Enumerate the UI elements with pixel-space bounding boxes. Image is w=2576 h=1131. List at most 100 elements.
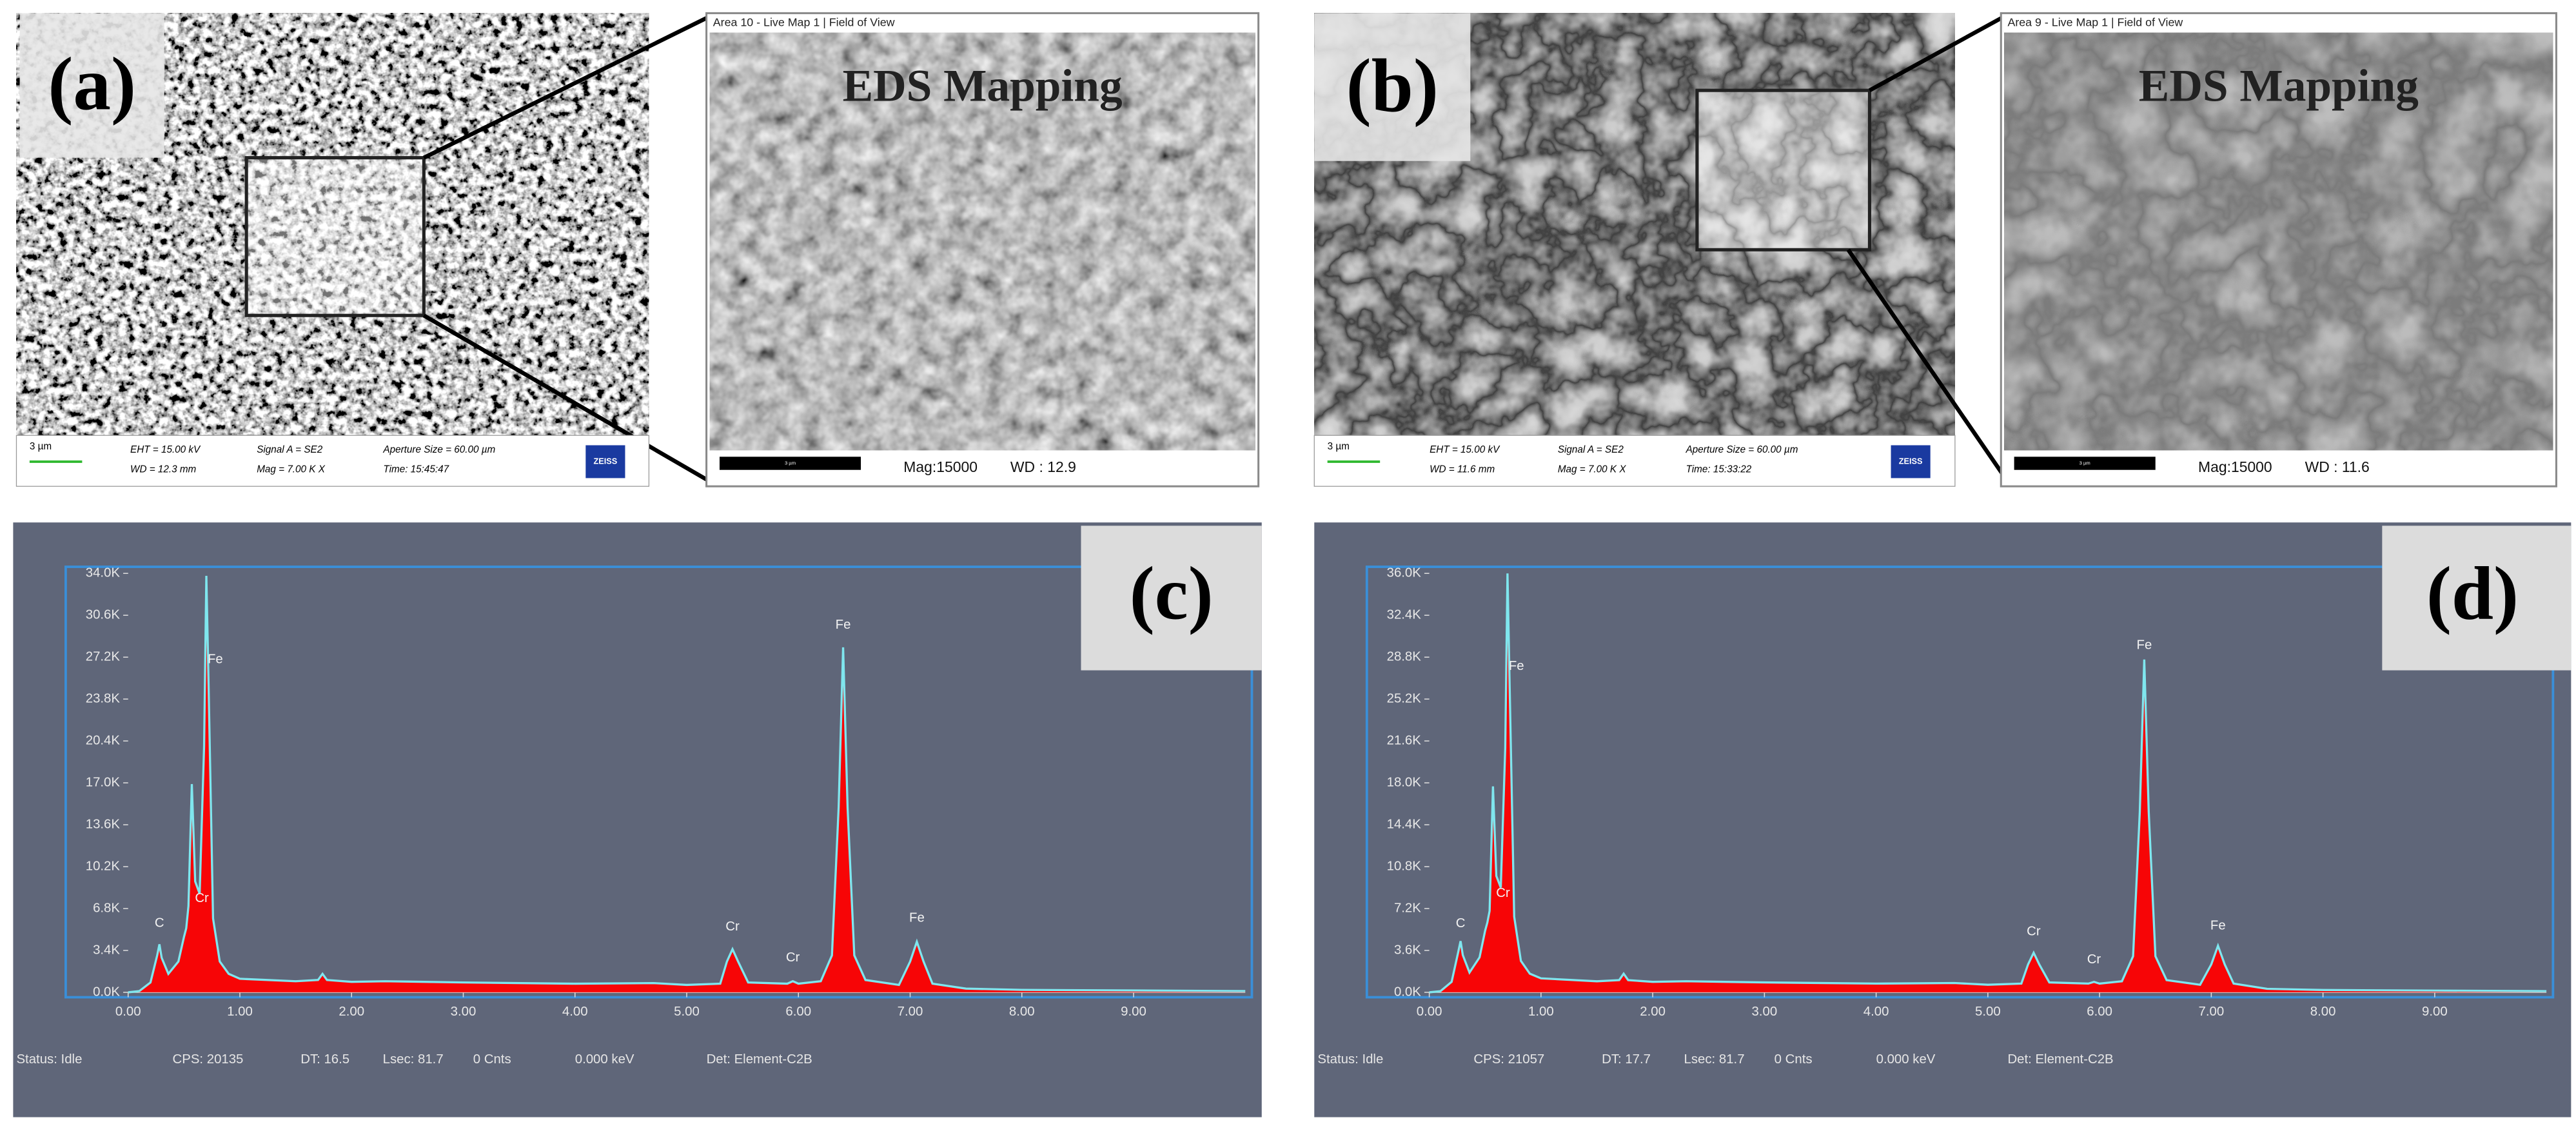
y-tick-label: 34.0K [86, 566, 121, 580]
info-bar [15, 435, 650, 487]
spectrum-panel [1314, 522, 2571, 1117]
peak-label: Cr [786, 950, 800, 965]
peak-label: Fe [1509, 659, 1524, 673]
status-item: Status: Idle [16, 1052, 82, 1067]
x-tick-label: 1.00 [1528, 1005, 1554, 1019]
label-box [19, 13, 164, 158]
y-tick-label: 36.0K [1387, 566, 1422, 580]
y-tick-label: 10.8K [1387, 859, 1422, 873]
peak-label: Fe [208, 652, 223, 666]
x-tick-label: 7.00 [2199, 1005, 2225, 1019]
x-tick-label: 6.00 [2087, 1005, 2112, 1019]
y-tick-label: 18.0K [1387, 775, 1422, 789]
eds-wd: WD : 12.9 [1010, 458, 1076, 475]
panel-label: (c) [1130, 552, 1214, 635]
panel-label: (d) [2426, 552, 2519, 635]
status-item: Det: Element-C2B [2007, 1052, 2113, 1067]
y-tick-label: 17.0K [86, 775, 121, 789]
x-tick-label: 9.00 [1121, 1005, 1146, 1019]
status-item: 0.000 keV [575, 1052, 634, 1067]
eds-wd: WD : 11.6 [2305, 458, 2370, 475]
spectrum-line [128, 576, 1246, 994]
sem-info: WD = 12.3 mm [130, 464, 196, 475]
x-tick-label: 4.00 [1863, 1005, 1889, 1019]
zoom-region [244, 156, 426, 317]
y-tick-label: 30.6K [86, 608, 121, 622]
eds-image [2004, 32, 2553, 451]
peak-label: Fe [909, 911, 925, 925]
y-tick-label: 13.6K [86, 817, 121, 831]
eds-scale-text: 3 µm [785, 460, 796, 466]
status-item: DT: 16.5 [300, 1052, 349, 1067]
panel-label: (a) [48, 43, 136, 126]
x-tick-label: 5.00 [1975, 1005, 2001, 1019]
y-tick-label: 3.6K [1394, 943, 1421, 957]
x-tick-label: 0.00 [115, 1005, 141, 1019]
peak-label: Cr [2027, 924, 2041, 938]
eds-window-title: Area 10 - Live Map 1 | Field of View [713, 15, 895, 28]
eds-scale-bar [2014, 457, 2156, 470]
peak-label: Fe [2137, 638, 2152, 653]
eds-scale-bar [719, 457, 861, 470]
status-item: DT: 17.7 [1602, 1052, 1651, 1067]
eds-mag: Mag:15000 [2198, 458, 2272, 475]
y-tick-label: 27.2K [86, 650, 121, 664]
peak-label: Cr [1496, 886, 1510, 900]
peak-label: Cr [2087, 952, 2101, 967]
spectrum-line [1429, 573, 2547, 994]
x-tick-label: 8.00 [1009, 1005, 1035, 1019]
status-item: Status: Idle [1317, 1052, 1383, 1067]
status-item: Lsec: 81.7 [1684, 1052, 1745, 1067]
logo-box [1891, 445, 1931, 478]
sem-info: Signal A = SE2 [1558, 444, 1624, 455]
y-tick-label: 7.2K [1394, 901, 1421, 915]
status-item: 0 Cnts [1775, 1052, 1813, 1067]
status-item: 0.000 keV [1876, 1052, 1936, 1067]
logo: ZEISS [1899, 456, 1923, 466]
y-tick-label: 14.4K [1387, 817, 1422, 831]
status-item: CPS: 20135 [173, 1052, 244, 1067]
x-tick-label: 2.00 [339, 1005, 364, 1019]
sem-info: Time: 15:33:22 [1686, 464, 1752, 475]
logo-box [585, 445, 625, 478]
peak-label: C [1456, 916, 1466, 930]
sem-info: Aperture Size = 60.00 µm [382, 444, 495, 455]
zoom-connector [422, 14, 711, 160]
eds-mag: Mag:15000 [903, 458, 978, 475]
x-tick-label: 8.00 [2310, 1005, 2336, 1019]
x-tick-label: 7.00 [898, 1005, 923, 1019]
y-tick-label: 25.2K [1387, 692, 1422, 706]
status-item: CPS: 21057 [1473, 1052, 1544, 1067]
y-tick-label: 10.2K [86, 859, 121, 873]
y-tick-label: 3.4K [93, 943, 120, 957]
logo: ZEISS [593, 456, 617, 466]
y-tick-label: 0.0K [1394, 985, 1421, 999]
peak-label: Fe [2210, 918, 2226, 932]
x-tick-label: 0.00 [1417, 1005, 1442, 1019]
peak-label: Fe [836, 618, 851, 632]
x-tick-label: 9.00 [2422, 1005, 2448, 1019]
eds-image [709, 32, 1255, 451]
panel-label: (b) [1346, 44, 1439, 128]
status-item: Lsec: 81.7 [383, 1052, 444, 1067]
sem-info: Time: 15:45:47 [383, 464, 449, 475]
sem-info: Mag = 7.00 K X [1558, 464, 1626, 475]
peak-label: Cr [725, 920, 740, 934]
plot-frame [64, 566, 1254, 999]
status-item: 0 Cnts [473, 1052, 511, 1067]
peak-label: Cr [195, 891, 209, 905]
sem-info: Signal A = SE2 [257, 444, 322, 455]
x-tick-label: 2.00 [1640, 1005, 1666, 1019]
zoom-region [1695, 88, 1871, 251]
zoom-connector [1868, 14, 2005, 92]
zoom-connector [422, 313, 711, 484]
label-box [2382, 526, 2571, 671]
peak-label: C [155, 916, 164, 930]
y-tick-label: 0.0K [93, 985, 120, 999]
y-tick-label: 23.8K [86, 692, 121, 706]
x-tick-label: 4.00 [562, 1005, 588, 1019]
info-bar [1313, 435, 1956, 487]
y-tick-label: 32.4K [1387, 608, 1422, 622]
sem-info: Mag = 7.00 K X [257, 464, 325, 475]
